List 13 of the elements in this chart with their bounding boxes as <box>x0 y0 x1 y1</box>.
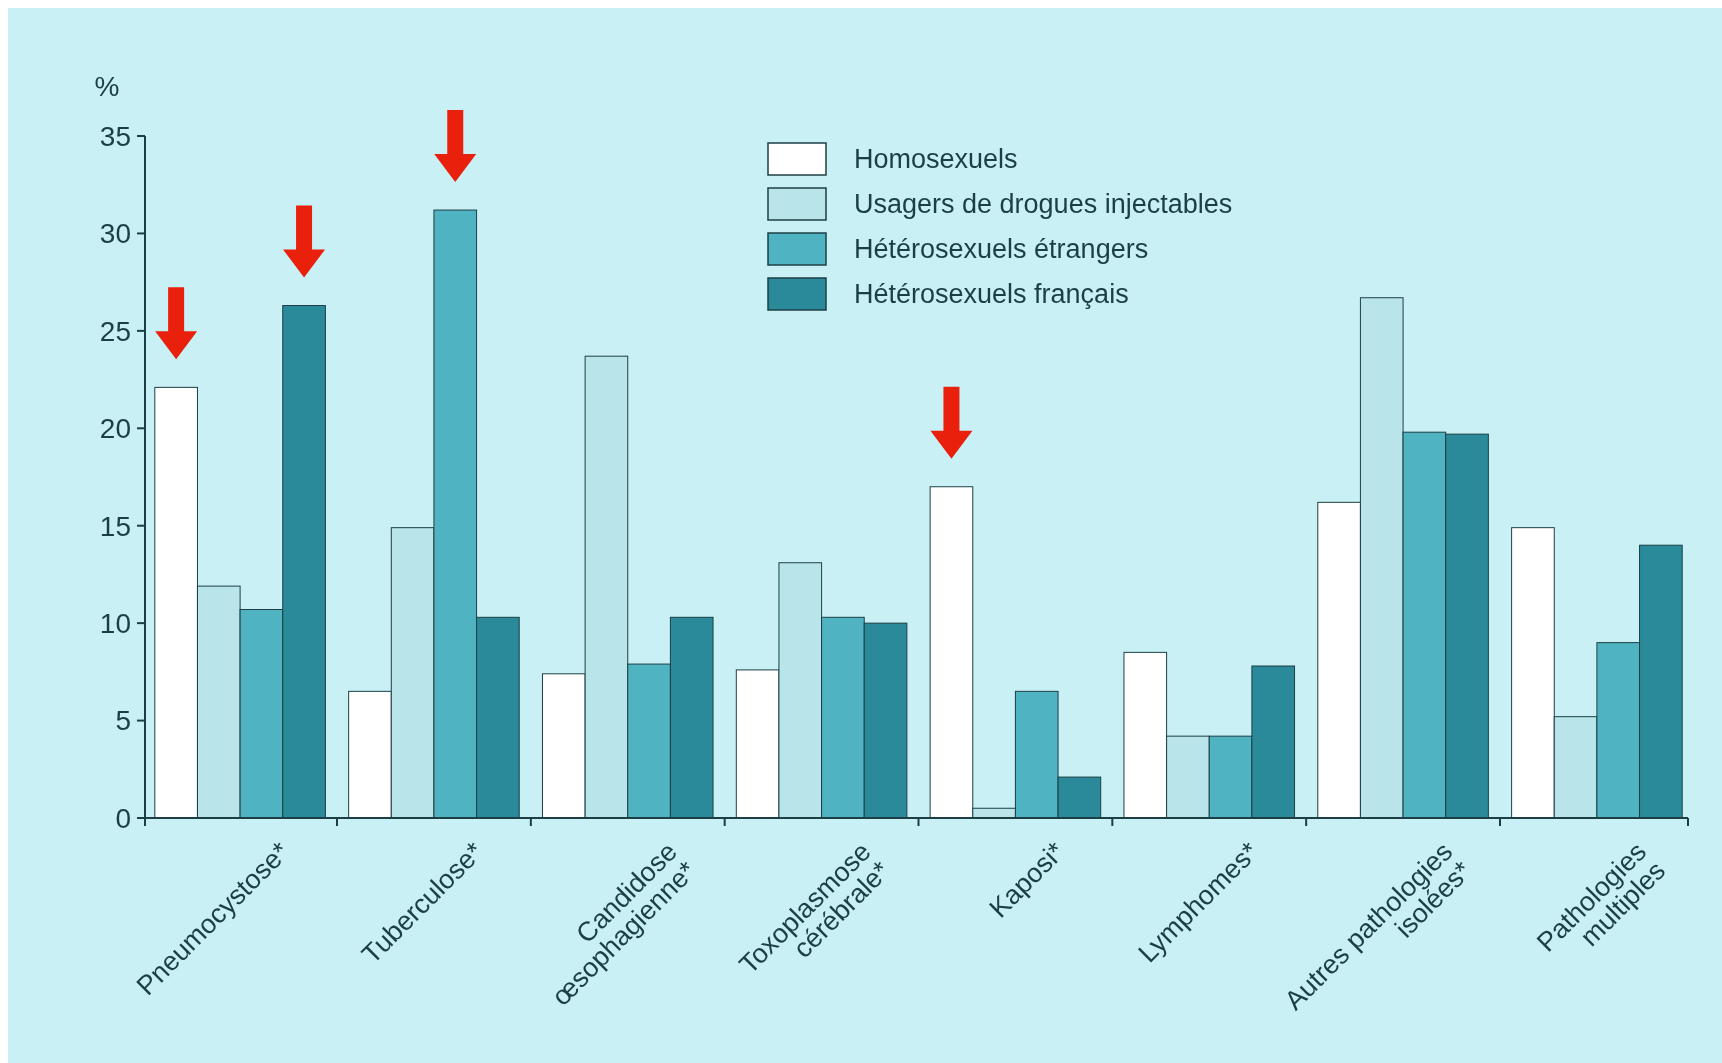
y-tick-label: 10 <box>99 607 131 639</box>
legend-label: Hétérosexuels français <box>854 279 1129 310</box>
y-tick-label: 0 <box>115 802 131 834</box>
y-tick-label: 5 <box>115 705 131 737</box>
y-tick-label: 35 <box>99 120 131 152</box>
legend-label: Usagers de drogues injectables <box>854 189 1233 220</box>
y-tick-label: 20 <box>99 413 131 445</box>
y-tick-label: 15 <box>99 510 131 542</box>
y-axis-title: % <box>94 71 120 102</box>
y-tick-label: 25 <box>99 315 131 347</box>
y-tick-label: 30 <box>99 218 131 250</box>
legend-label: Homosexuels <box>854 144 1018 175</box>
legend-label: Hétérosexuels étrangers <box>854 234 1149 265</box>
